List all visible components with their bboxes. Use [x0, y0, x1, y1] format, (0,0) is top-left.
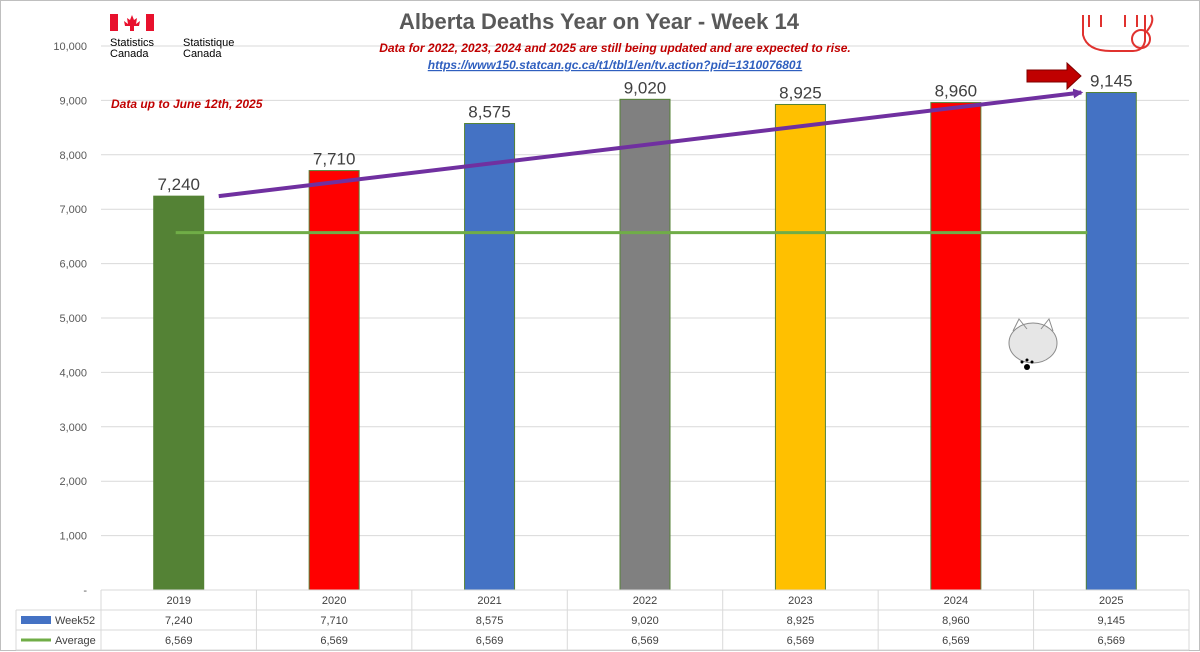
elephant-doodle-icon — [1082, 14, 1154, 52]
y-tick-label: 5,000 — [59, 313, 87, 325]
canada-flag-icon — [110, 14, 154, 31]
bar — [464, 123, 516, 591]
data-table: 2019 2020 2021 2022 2023 2024 2025 Week52 7,240 7… — [15, 589, 1190, 651]
table-cell: 7,240 — [165, 615, 193, 627]
y-tick-label: 10,000 — [53, 41, 87, 53]
bar — [308, 170, 360, 591]
bar — [153, 195, 205, 591]
bars — [153, 92, 1137, 591]
statcan-logo: Statistics Canada Statistique Canada — [110, 14, 234, 60]
y-tick-label: 2,000 — [59, 476, 87, 488]
data-label: 7,240 — [157, 175, 200, 194]
table-header-cell: 2024 — [944, 595, 968, 607]
source-link[interactable]: https://www150.statcan.gc.ca/t1/tbl1/en/… — [428, 58, 803, 72]
table-cell: 6,569 — [787, 635, 815, 647]
table-cell: 6,569 — [1098, 635, 1126, 647]
table-header-cell: 2025 — [1099, 595, 1123, 607]
table-header-cell: 2019 — [166, 595, 190, 607]
table-header-cell: 2023 — [788, 595, 812, 607]
bar — [1085, 92, 1137, 591]
chart-title: Alberta Deaths Year on Year - Week 14 — [399, 9, 800, 34]
trend-arrow — [218, 88, 1084, 199]
data-label: 8,960 — [935, 82, 978, 101]
statcan-en-line1: Statistics — [110, 37, 155, 49]
y-tick-label: 1,000 — [59, 531, 87, 543]
y-tick-label: 4,000 — [59, 367, 87, 379]
table-cell: 7,710 — [320, 615, 348, 627]
y-tick-label: 8,000 — [59, 150, 87, 162]
bar — [619, 98, 671, 591]
table-cell: 8,925 — [787, 615, 815, 627]
bar — [774, 103, 826, 591]
table-cell: 8,575 — [476, 615, 504, 627]
legend-key-week52 — [21, 616, 51, 624]
y-tick-label: - — [83, 585, 87, 597]
table-row-label: Average — [55, 635, 96, 647]
y-tick-label: 7,000 — [59, 204, 87, 216]
statcan-fr-line2: Canada — [183, 48, 222, 60]
table-cell: 6,569 — [942, 635, 970, 647]
table-cell: 6,569 — [165, 635, 193, 647]
y-tick-label: 6,000 — [59, 259, 87, 271]
data-up-to-note: Data up to June 12th, 2025 — [111, 97, 263, 111]
bar — [930, 102, 982, 591]
y-tick-label: 9,000 — [59, 95, 87, 107]
y-axis-ticks: - 1,000 2,000 3,000 4,000 5,000 6,000 7,000 8,00… — [53, 41, 87, 597]
table-cell: 6,569 — [476, 635, 504, 647]
table-cell: 6,569 — [320, 635, 348, 647]
table-header-cell: 2022 — [633, 595, 657, 607]
table-header-cell: 2020 — [322, 595, 346, 607]
y-tick-label: 3,000 — [59, 422, 87, 434]
data-label: 9,145 — [1090, 72, 1133, 91]
table-cell: 9,145 — [1098, 615, 1126, 627]
wolf-paw-icon — [1008, 317, 1058, 370]
data-label: 8,575 — [468, 103, 511, 122]
data-label: 8,925 — [779, 83, 822, 102]
data-labels: 7,240 7,710 8,575 9,020 8,925 8,960 9,145 — [157, 72, 1132, 195]
red-pointer-arrow-icon — [1026, 61, 1082, 91]
table-cell: 9,020 — [631, 615, 659, 627]
table-row-label: Week52 — [55, 615, 95, 627]
update-note: Data for 2022, 2023, 2024 and 2025 are s… — [379, 41, 851, 55]
statcan-fr-line1: Statistique — [183, 37, 234, 49]
data-label: 9,020 — [624, 78, 667, 97]
table-header-cell: 2021 — [477, 595, 501, 607]
statcan-en-line2: Canada — [110, 48, 149, 60]
data-label: 7,710 — [313, 150, 356, 169]
table-cell: 6,569 — [631, 635, 659, 647]
table-cell: 8,960 — [942, 615, 970, 627]
